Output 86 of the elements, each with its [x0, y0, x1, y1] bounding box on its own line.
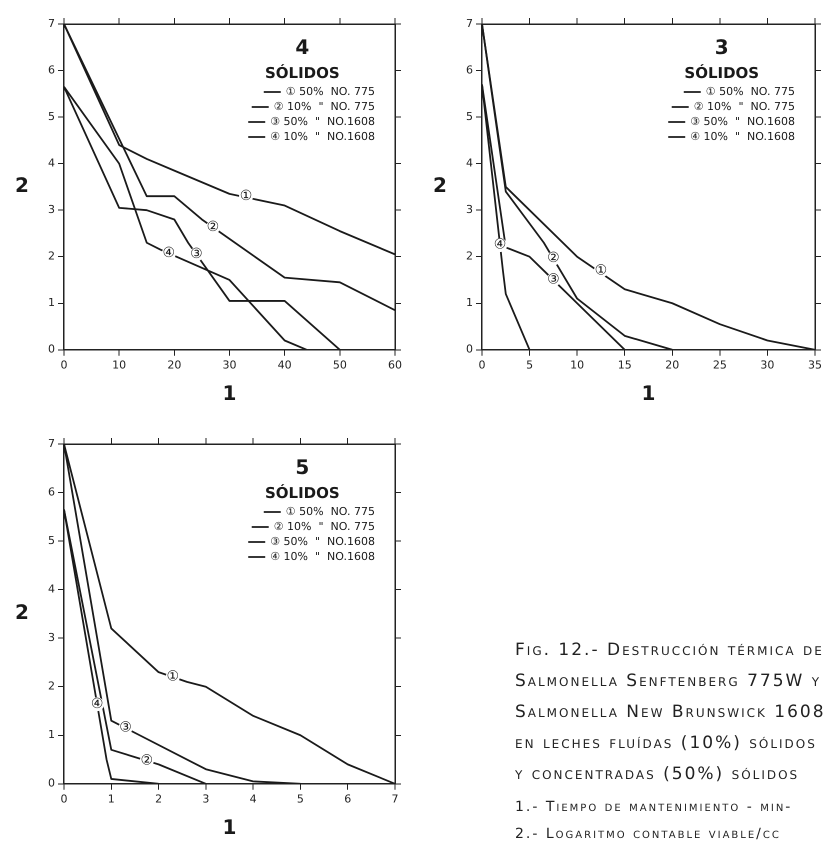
annotation: ③: [547, 272, 560, 288]
x-tick-label: 5: [526, 358, 534, 372]
y-tick-label: 3: [48, 203, 55, 216]
y-tick-label: 1: [48, 728, 55, 742]
x-tick-label: 15: [618, 358, 632, 372]
legend-label: ④ 10% " NO.1608: [270, 130, 375, 143]
annotation: ④: [494, 236, 506, 253]
x-tick-label: 0: [60, 358, 68, 372]
x-tick-label: 20: [167, 358, 182, 372]
y-tick-label: 4: [48, 156, 55, 170]
x-tick-label: 50: [332, 358, 347, 372]
y-tick-label: 1: [48, 296, 55, 310]
y-tick-label: 2: [48, 250, 55, 263]
text: 2.- Logaritmo contable viable/cc: [515, 825, 782, 844]
annotation: ②: [140, 752, 154, 769]
y-tick-label: 3: [48, 631, 55, 644]
x-tick-label: 10: [112, 358, 126, 372]
y-axis-title: 2: [433, 173, 447, 198]
y-tick-label: 2: [48, 680, 55, 693]
text: 3: [714, 35, 729, 60]
x-axis-title: 1: [642, 381, 656, 406]
annotation: ④: [90, 696, 104, 712]
legend-label: ④ 10% " NO.1608: [690, 130, 795, 143]
legend-label: ① 50% NO. 775: [286, 84, 375, 98]
annotation: ②: [547, 250, 560, 266]
y-tick-label: 6: [466, 63, 473, 76]
x-tick-label: 20: [665, 358, 680, 372]
y-tick-label: 0: [48, 342, 55, 356]
legend-title: SÓLIDOS: [264, 64, 340, 82]
annotation: ①: [594, 262, 608, 278]
x-tick-label: 30: [760, 358, 774, 372]
x-tick-label: 7: [392, 792, 398, 806]
y-tick-label: 5: [466, 110, 473, 123]
y-axis-title: 2: [15, 173, 29, 198]
y-tick-label: 3: [466, 203, 473, 216]
x-tick-label: 2: [155, 792, 162, 806]
legend-label: ③ 50% " NO.1608: [270, 534, 375, 548]
legend-label: ④ 10% " NO.1608: [270, 550, 375, 563]
x-tick-label: 35: [808, 358, 822, 372]
annotation: ③: [119, 720, 132, 736]
text: 5: [295, 455, 310, 480]
x-tick-label: 25: [712, 358, 727, 372]
y-tick-label: 4: [466, 156, 473, 170]
y-axis-title: 2: [15, 600, 29, 624]
x-axis-title: 1: [222, 381, 236, 406]
annotation: ①: [166, 668, 180, 685]
x-tick-label: 5: [296, 792, 304, 806]
x-tick-label: 0: [60, 792, 68, 806]
x-tick-label: 3: [202, 792, 210, 806]
legend-label: ② 10% " NO. 775: [694, 100, 795, 113]
legend-label: ③ 50% " NO.1608: [690, 114, 795, 128]
y-tick-label: 0: [48, 776, 55, 790]
y-tick-label: 1: [466, 296, 473, 310]
y-tick-label: 6: [48, 485, 55, 498]
x-tick-label: 1: [108, 792, 115, 806]
x-axis-title: 1: [222, 815, 236, 840]
legend-title: SÓLIDOS: [684, 64, 760, 82]
y-tick-label: 7: [48, 436, 55, 450]
legend-label: ① 50% NO. 775: [286, 504, 375, 518]
x-tick-label: 0: [478, 358, 486, 372]
legend-label: ③ 50% " NO.1608: [270, 114, 375, 128]
y-tick-label: 4: [48, 582, 55, 596]
x-tick-label: 60: [388, 358, 402, 372]
legend-label: ② 10% " NO. 775: [274, 520, 375, 533]
legend-label: ① 50% NO. 775: [706, 84, 795, 98]
legend-title: SÓLIDOS: [264, 484, 340, 502]
y-tick-label: 0: [466, 342, 473, 356]
y-tick-label: 7: [466, 16, 473, 30]
x-tick-label: 4: [250, 792, 257, 806]
y-tick-label: 6: [48, 63, 55, 76]
y-tick-label: 5: [48, 110, 55, 123]
y-tick-label: 7: [48, 16, 55, 30]
annotation: ③: [190, 246, 203, 262]
legend-label: ② 10% " NO. 775: [274, 100, 375, 113]
x-tick-label: 30: [222, 358, 236, 372]
y-tick-label: 5: [48, 534, 55, 547]
y-tick-label: 2: [466, 250, 473, 263]
annotation: ①: [240, 188, 252, 204]
text: 1.- Tiempo de mantenimiento - min-: [515, 798, 794, 817]
x-tick-label: 10: [570, 358, 584, 372]
text: 4: [295, 35, 310, 60]
text: Fig. 12.- Destrucción térmica de Salmonella Senftenberg 775W y Salmonella New Brunswick 1608 en leches fluídas (10%) sólidos y concentradas (50%) sólidos: [515, 639, 827, 786]
x-tick-label: 6: [344, 792, 352, 806]
annotation: ②: [206, 219, 220, 236]
x-tick-label: 40: [278, 358, 292, 372]
annotation: ④: [162, 245, 176, 262]
